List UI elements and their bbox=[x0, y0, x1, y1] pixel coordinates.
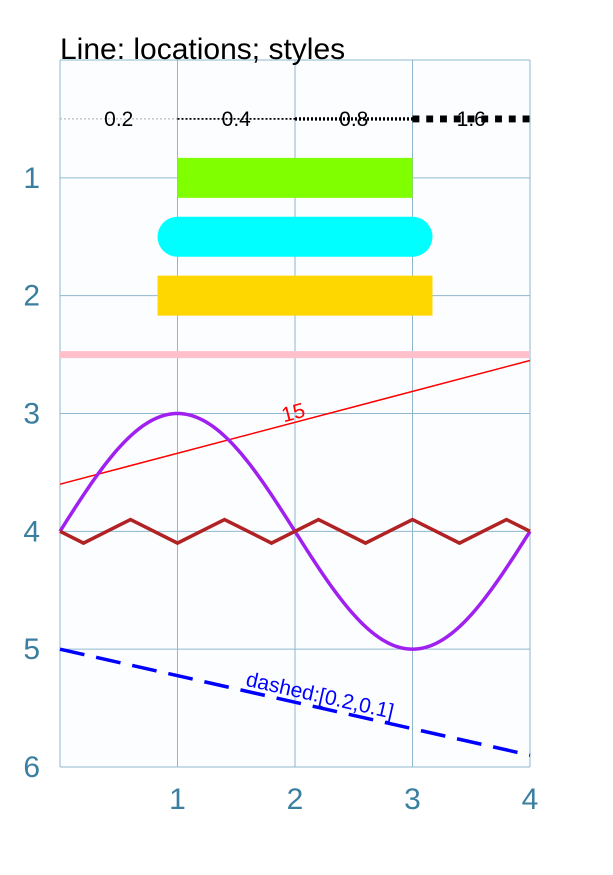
y-tick-label-3: 3 bbox=[23, 398, 40, 431]
width-label-1: 0.4 bbox=[222, 108, 252, 131]
y-tick-label-5: 5 bbox=[23, 633, 40, 666]
red-line-label: 15 bbox=[279, 399, 307, 427]
dashed-line bbox=[59, 647, 531, 757]
x-tick-label-3: 3 bbox=[404, 783, 421, 816]
width-label-3: 1.6 bbox=[457, 108, 486, 131]
x-tick-label-4: 4 bbox=[522, 783, 539, 816]
x-tick-label-2: 2 bbox=[287, 783, 304, 816]
y-tick-label-1: 1 bbox=[23, 162, 40, 195]
zigzag-line bbox=[59, 517, 531, 546]
chart-title: Line: locations; styles bbox=[60, 33, 345, 66]
x-tick-label-1: 1 bbox=[169, 783, 186, 816]
y-tick-label-2: 2 bbox=[23, 280, 40, 313]
y-tick-label-4: 4 bbox=[23, 515, 40, 548]
red-line bbox=[59, 359, 531, 485]
width-label-0: 0.2 bbox=[104, 108, 133, 131]
y-tick-label-6: 6 bbox=[23, 751, 40, 784]
tick-labels: 1 2 3 4 1 2 3 4 5 6 bbox=[23, 162, 538, 816]
width-label-2: 0.8 bbox=[339, 108, 368, 131]
